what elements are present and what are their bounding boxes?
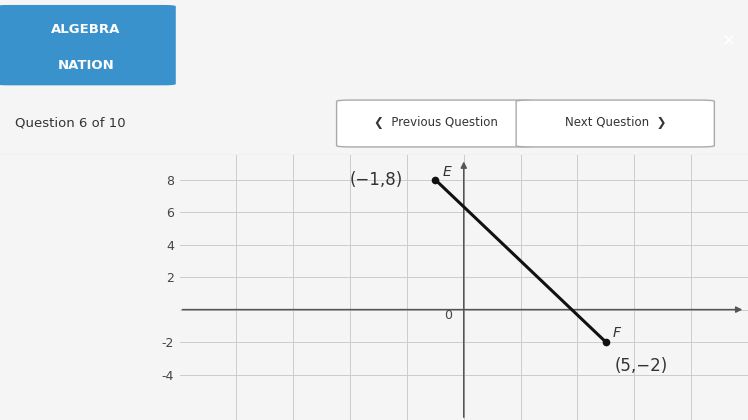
Text: (5,−2): (5,−2): [614, 357, 668, 375]
Text: Question 6 of 10: Question 6 of 10: [15, 116, 126, 129]
Text: F: F: [613, 326, 621, 340]
Text: Next Question  ❯: Next Question ❯: [565, 116, 666, 129]
FancyBboxPatch shape: [0, 5, 176, 85]
Text: 0: 0: [444, 309, 452, 322]
Text: E: E: [443, 165, 451, 178]
Text: ❮  Previous Question: ❮ Previous Question: [374, 116, 498, 129]
Text: ALGEBRA: ALGEBRA: [52, 23, 120, 36]
FancyBboxPatch shape: [516, 100, 714, 147]
FancyBboxPatch shape: [337, 100, 535, 147]
Text: ✕: ✕: [722, 32, 735, 50]
Text: NATION: NATION: [58, 58, 114, 71]
Text: (−1,8): (−1,8): [350, 171, 403, 189]
